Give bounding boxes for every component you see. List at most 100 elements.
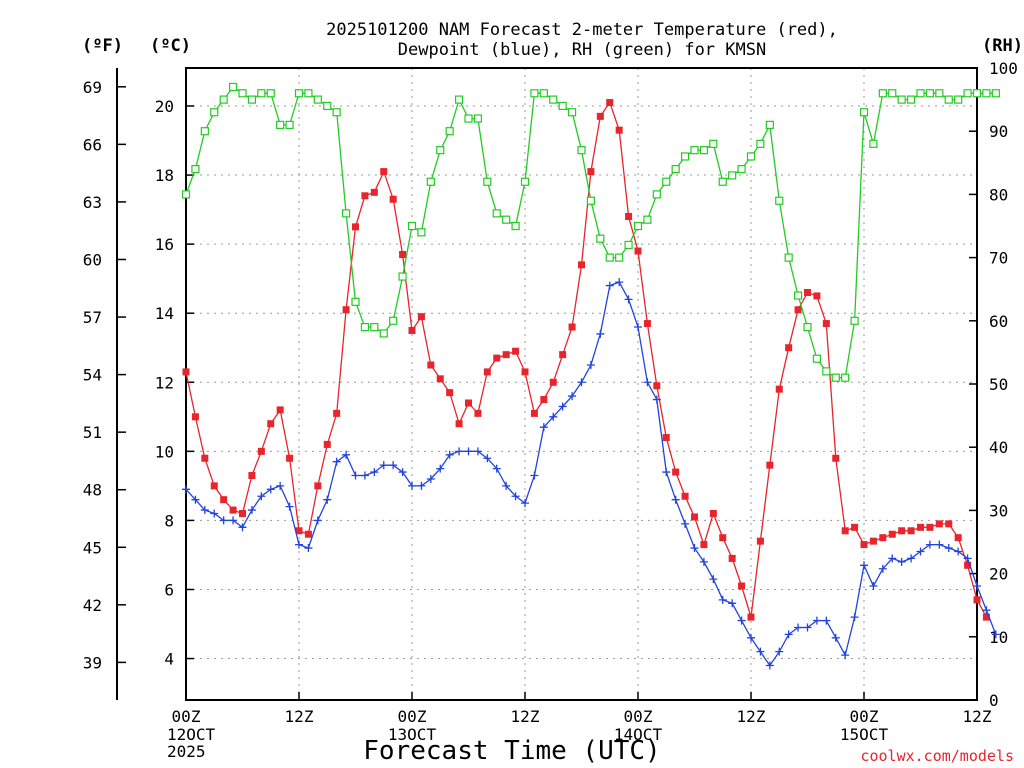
dewpoint-point [624,295,633,304]
grid-lines [186,68,977,700]
temperature-point [964,561,972,569]
rh-point [191,165,200,174]
rh-tick-label: 30 [989,501,1008,520]
rh-tick-label: 50 [989,375,1008,394]
dewpoint-point [285,502,294,511]
rh-point [991,89,1000,98]
temperature-point [587,168,595,176]
dewpoint-point [963,554,972,563]
rh-point [859,108,869,117]
temperature-point [804,288,811,296]
dewpoint-point [747,633,755,642]
temperature-point [841,527,849,535]
temperature-point [465,399,472,407]
rh-point [558,101,567,111]
dewpoint-point [605,281,614,290]
temperature-point [239,510,246,518]
rh-point [219,95,228,104]
dewpoint-point [511,492,520,501]
dewpoint-point [200,506,209,515]
rh-point [379,329,388,338]
temperature-point [436,375,444,383]
rh-point [313,95,322,104]
rh-point [200,127,209,136]
rh-point [266,89,275,98]
dewpoint-point [257,492,266,501]
temperature-point [446,389,454,397]
celsius-tick-label: 14 [155,304,174,323]
time-tick-label: 00Z [624,707,653,726]
series-rh [181,82,1000,382]
dewpoint-line [185,281,997,667]
credit-text[interactable]: coolwx.com/models [860,747,1014,765]
rh-point [972,89,982,98]
temperature-point [973,596,981,604]
dewpoint-point [464,447,473,456]
rh-point [586,196,596,205]
temperature-point [521,368,529,376]
rh-point [615,253,624,262]
dewpoint-point [991,630,1000,639]
temperature-point [756,537,764,545]
time-tick-label: 12Z [963,707,992,726]
rh-point [417,228,426,237]
dewpoint-point [304,544,313,553]
rh-point [492,209,501,218]
temperature-point [945,520,953,528]
temperature-point [427,361,435,369]
dewpoint-point [634,323,642,332]
dewpoint-point [897,557,906,566]
temperature-point [700,541,708,549]
rh-point [549,95,558,104]
dewpoint-point [558,402,567,411]
rh-units-label: (RH) [982,36,1023,56]
temperature-point [549,378,557,386]
rh-point [454,95,464,104]
rh-tick-label: 60 [989,312,1008,331]
rh-point [567,108,577,117]
dewpoint-point [332,457,341,466]
dewpoint-point [916,547,925,556]
dewpoint-point [408,481,416,490]
dewpoint-point [549,412,558,421]
dewpoint-point [436,464,445,473]
rh-point [878,89,887,98]
rh-point [680,152,690,161]
rh-point [822,367,831,376]
dewpoint-point [530,471,539,480]
dewpoint-point [276,481,285,490]
rh-point [389,316,398,325]
series-dewpoint [182,278,1000,670]
rh-line [185,86,996,379]
temperature-point [832,454,840,462]
dewpoint-point [473,447,482,456]
time-tick-label: 00Z [850,707,879,726]
dewpoint-point [426,474,435,483]
temperature-point [625,213,633,221]
temperature-point [634,247,642,255]
temperature-point [709,510,717,518]
dewpoint-point [775,647,784,656]
rh-point [897,95,906,104]
rh-point [888,89,897,98]
rh-point [699,146,709,155]
dewpoint-point [925,540,934,549]
dewpoint-point [831,633,840,642]
dewpoint-point [586,361,595,370]
temperature-point [512,347,520,355]
celsius-tick-label: 8 [164,511,174,530]
dewpoint-point [313,516,322,525]
dewpoint-point [417,481,426,490]
rh-point [841,373,850,382]
temperature-point [540,396,548,404]
rh-point [662,177,671,186]
temperature-point [559,351,567,359]
dewpoint-point [455,447,464,456]
temperature-point [295,527,303,535]
temperature-point [898,527,906,535]
dewpoint-point [502,481,511,490]
dewpoint-point [191,495,200,504]
time-tick-date-label: 15OCT [840,725,889,744]
